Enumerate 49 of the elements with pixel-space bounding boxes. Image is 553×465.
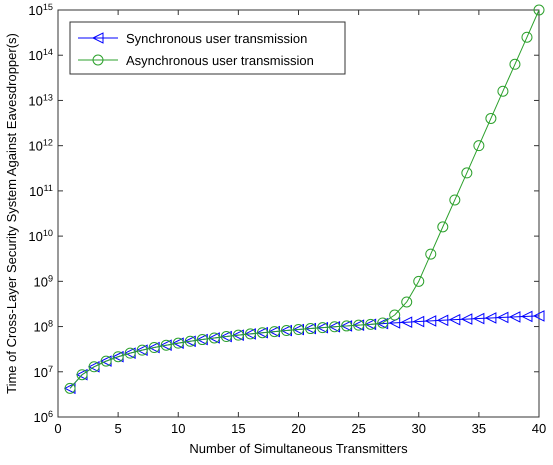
point <box>425 315 436 326</box>
y-tick-label: 10$^{8}$ <box>33 318 53 335</box>
y-tick-label: 10$^{15}$ <box>28 2 53 18</box>
point <box>425 248 436 260</box>
x-tick-label: 30 <box>412 421 426 436</box>
point <box>485 312 496 324</box>
x-tick-label: 40 <box>532 421 546 436</box>
point <box>413 276 424 287</box>
y-axis-title: Time of Cross-Layer Security System Against Eavesdropper(s) <box>4 33 19 394</box>
point <box>401 296 412 308</box>
point <box>413 316 424 328</box>
y-tick-label: 10$^{11}$ <box>29 182 53 199</box>
point <box>389 310 400 321</box>
point <box>534 310 544 322</box>
point <box>473 313 484 324</box>
point <box>449 194 460 206</box>
point <box>461 314 472 325</box>
x-tick-label: 25 <box>351 421 366 436</box>
y-tick-label: 10$^{14}$ <box>28 47 53 64</box>
point <box>497 312 508 323</box>
point <box>521 310 532 322</box>
point <box>461 167 472 178</box>
x-tick-label: 0 <box>54 421 62 436</box>
point <box>497 86 508 97</box>
point <box>485 112 496 124</box>
y-tick-label: 10$^{10}$ <box>28 228 53 244</box>
legend-label: Synchronous user transmission <box>126 31 308 46</box>
y-tick-label: 10$^{13}$ <box>28 92 53 108</box>
y-tick-label: 10$^{9}$ <box>33 273 53 290</box>
point <box>401 316 412 328</box>
point <box>509 58 520 70</box>
x-tick-label: 20 <box>291 421 306 436</box>
point <box>521 32 532 43</box>
y-tick-label: 10$^{7}$ <box>33 364 53 380</box>
legend-label: Asynchronous user transmission <box>126 53 314 68</box>
point <box>509 311 520 322</box>
point <box>389 317 400 328</box>
x-tick-label: 10 <box>171 421 186 436</box>
x-tick-label: 5 <box>114 421 122 436</box>
point <box>534 4 544 16</box>
y-tick-label: 10$^{6}$ <box>33 409 53 425</box>
point <box>437 314 448 326</box>
point <box>473 140 484 152</box>
point <box>437 221 448 232</box>
x-tick-label: 35 <box>472 421 486 436</box>
point <box>449 314 460 326</box>
y-tick-label: 10$^{12}$ <box>28 138 53 154</box>
x-axis-title: Number of Simultaneous Transmitters <box>189 441 408 456</box>
x-tick-label: 15 <box>231 421 246 436</box>
